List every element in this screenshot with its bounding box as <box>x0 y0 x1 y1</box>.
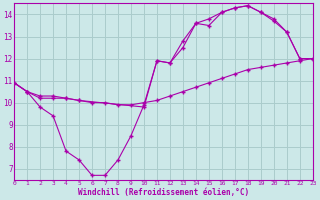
X-axis label: Windchill (Refroidissement éolien,°C): Windchill (Refroidissement éolien,°C) <box>78 188 249 197</box>
